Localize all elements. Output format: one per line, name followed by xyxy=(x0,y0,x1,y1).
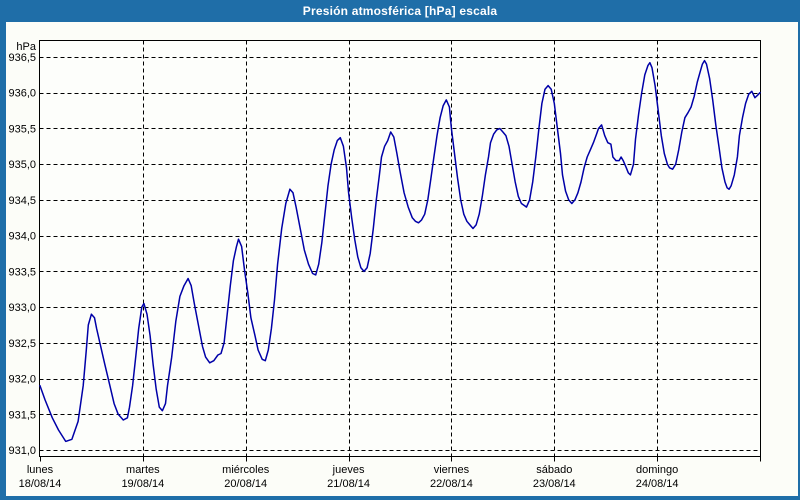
day-name-label: sábado xyxy=(536,464,572,476)
chart-title: Presión atmosférica [hPa] escala xyxy=(302,4,498,18)
window-border-bottom xyxy=(0,496,800,500)
day-date-label: 24/08/14 xyxy=(636,478,679,490)
day-name-label: domingo xyxy=(636,464,678,476)
horizontal-gridlines xyxy=(39,57,761,451)
day-date-label: 20/08/14 xyxy=(224,478,267,490)
day-date-label: 18/08/14 xyxy=(19,478,62,490)
chart-title-bar: Presión atmosférica [hPa] escala xyxy=(0,0,800,22)
day-name-label: viernes xyxy=(434,464,470,476)
pressure-line xyxy=(39,59,761,443)
y-tick-label: 935,0 xyxy=(8,159,36,171)
day-name-label: lunes xyxy=(27,464,54,476)
y-tick-label: 932,0 xyxy=(8,374,36,386)
x-axis-ticks xyxy=(40,456,761,462)
x-axis-labels: lunes 18/08/14 martes 19/08/14 miércoles 20/0… xyxy=(19,464,679,490)
window-border-right xyxy=(798,22,800,500)
day-name-label: martes xyxy=(126,464,160,476)
window-border-left xyxy=(0,22,6,500)
y-tick-label: 932,5 xyxy=(8,338,36,350)
day-date-label: 19/08/14 xyxy=(121,478,164,490)
y-axis-unit-label: hPa xyxy=(16,41,36,53)
y-tick-label: 934,5 xyxy=(8,195,36,207)
plot-area xyxy=(39,40,761,457)
vertical-gridlines xyxy=(143,40,658,457)
day-name-label: miércoles xyxy=(222,464,270,476)
axis-box xyxy=(39,40,761,457)
y-tick-label: 931,0 xyxy=(8,445,36,457)
y-tick-label: 933,5 xyxy=(8,266,36,278)
y-tick-label: 934,0 xyxy=(8,231,36,243)
y-tick-label: 936,0 xyxy=(8,88,36,100)
day-date-label: 22/08/14 xyxy=(430,478,473,490)
y-tick-label: 935,5 xyxy=(8,123,36,135)
y-tick-label: 931,5 xyxy=(8,409,36,421)
y-tick-label: 936,5 xyxy=(8,52,36,64)
day-date-label: 23/08/14 xyxy=(533,478,576,490)
day-date-label: 21/08/14 xyxy=(327,478,370,490)
day-name-label: jueves xyxy=(332,464,365,476)
y-tick-label: 933,0 xyxy=(8,302,36,314)
